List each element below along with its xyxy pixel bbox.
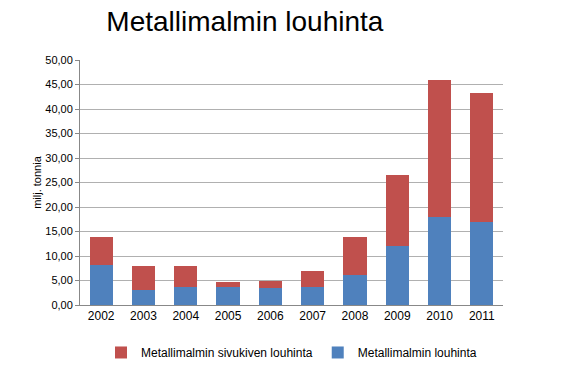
svg-text:2007: 2007	[299, 309, 326, 323]
svg-text:45,00: 45,00	[45, 78, 73, 90]
svg-text:2011: 2011	[469, 309, 495, 323]
svg-text:2002: 2002	[88, 309, 115, 323]
svg-text:2010: 2010	[426, 309, 453, 323]
svg-text:10,00: 10,00	[45, 250, 73, 262]
svg-text:2004: 2004	[172, 309, 199, 323]
svg-text:30,00: 30,00	[45, 152, 73, 164]
svg-text:Metallimalmin louhinta: Metallimalmin louhinta	[358, 346, 477, 360]
svg-text:Metallimalmin louhinta: Metallimalmin louhinta	[106, 6, 383, 37]
svg-text:2008: 2008	[342, 309, 369, 323]
svg-text:2003: 2003	[130, 309, 157, 323]
svg-text:Metallimalmin sivukiven louhin: Metallimalmin sivukiven louhinta	[141, 346, 313, 360]
svg-text:50,00: 50,00	[45, 54, 73, 66]
svg-text:2009: 2009	[384, 309, 411, 323]
svg-text:0,00: 0,00	[51, 299, 72, 311]
svg-text:35,00: 35,00	[45, 127, 73, 139]
svg-text:milj. tonnia: milj. tonnia	[31, 155, 43, 208]
svg-text:25,00: 25,00	[45, 176, 73, 188]
svg-text:20,00: 20,00	[45, 201, 73, 213]
svg-text:2006: 2006	[257, 309, 284, 323]
svg-text:15,00: 15,00	[45, 225, 73, 237]
svg-text:2005: 2005	[215, 309, 242, 323]
svg-text:40,00: 40,00	[45, 103, 73, 115]
svg-text:5,00: 5,00	[51, 274, 72, 286]
